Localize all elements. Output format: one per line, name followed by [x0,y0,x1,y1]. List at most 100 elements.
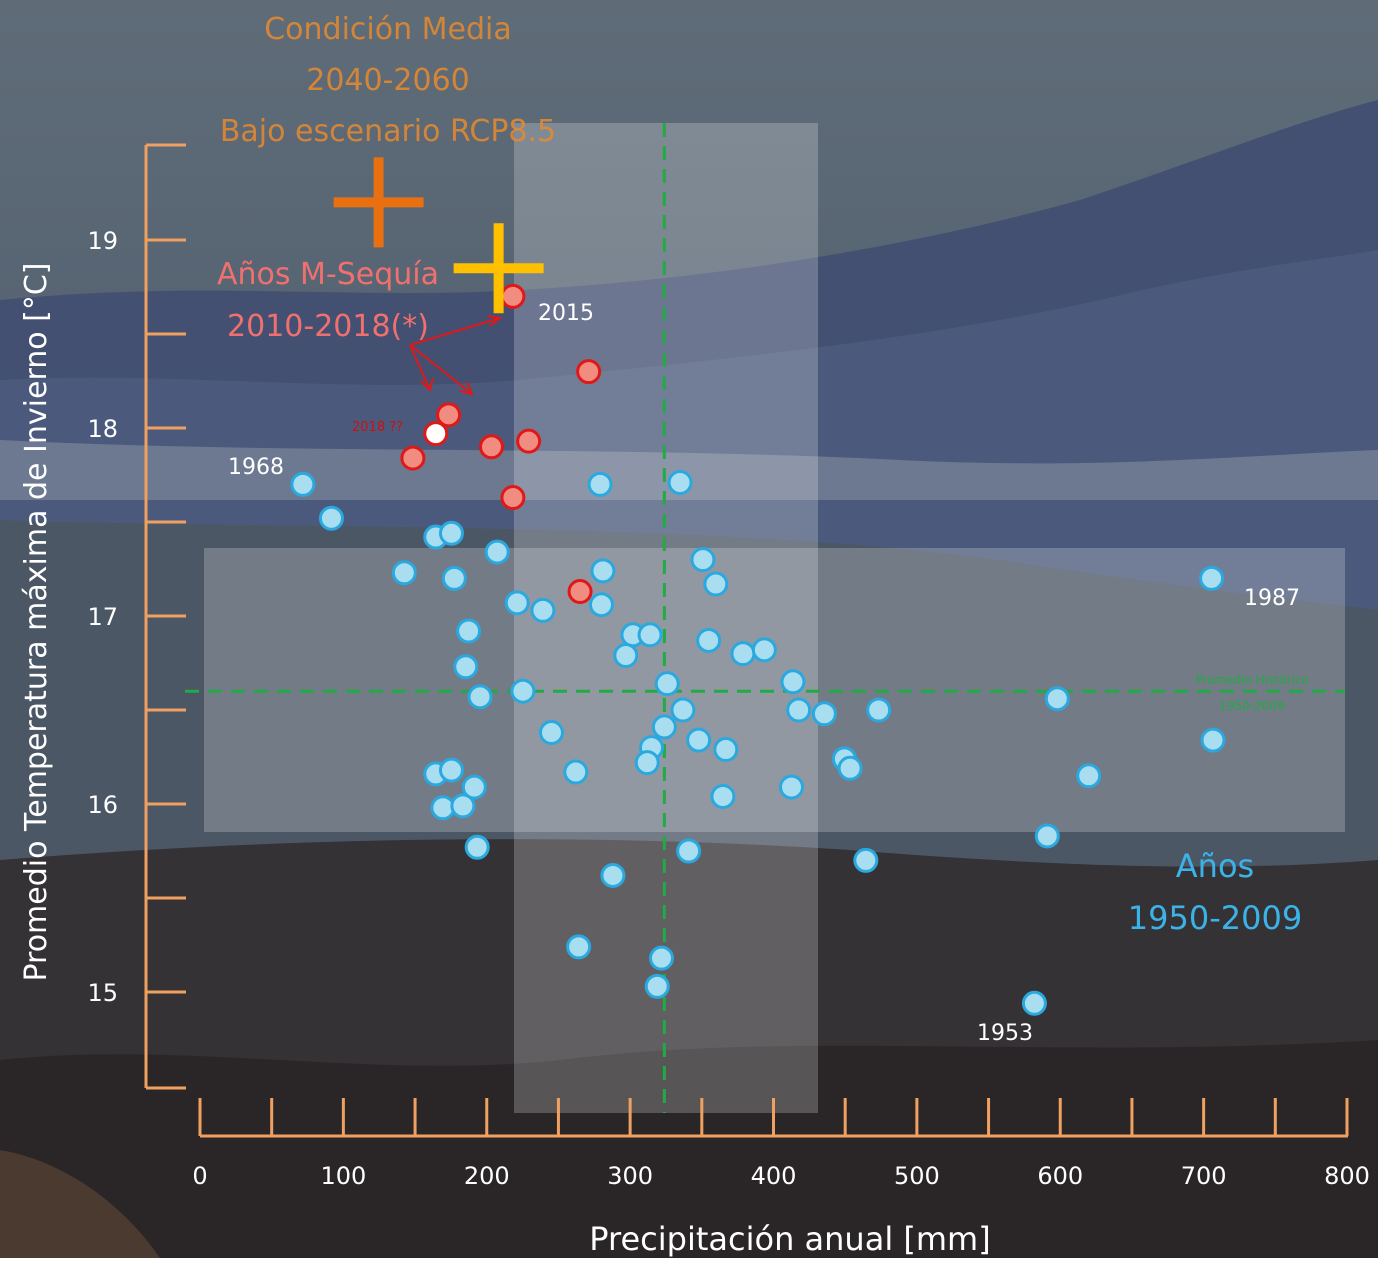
drought-title-line1: Años M-Sequía [217,257,439,292]
data-points [290,283,1226,1016]
historic-point [779,774,805,800]
scenario-markers [333,157,544,314]
x-tick-label: 400 [751,1162,797,1190]
drought-title-line2: 2010-2018(*) [227,309,429,344]
historic-point [634,750,660,776]
historic-point [686,727,712,753]
historic-point [438,757,464,783]
x-tick-label: 500 [894,1162,940,1190]
label-2018: 2018 ?? [352,420,403,435]
historic-point [438,520,464,546]
historic-point [464,834,490,860]
scenario-title-line2: 2040-2060 [306,63,470,98]
historic-point [613,642,639,668]
historic-point [566,934,592,960]
label-1953: 1953 [977,1021,1033,1046]
y-tick-label: 18 [87,415,118,443]
historic-point [676,838,702,864]
drought-point [400,445,426,471]
historic-point [811,701,837,727]
historic-point [530,597,556,623]
historic-point [1021,990,1047,1016]
label-1987: 1987 [1244,586,1300,611]
yellow-scenario-cross [453,223,544,314]
annotations: Condición Media 2040-2060 Bajo escenario… [217,12,1309,1046]
historic-point [667,470,693,496]
historic-title-line1: Años [1176,847,1254,885]
drought-point [567,579,593,605]
historic-point [600,862,626,888]
historic-point [587,471,613,497]
historic-point [391,560,417,586]
y-tick-label: 16 [87,791,118,819]
historic-point [588,592,614,618]
orange-scenario-cross [333,157,424,248]
historic-point [1044,686,1070,712]
label-2015: 2015 [538,301,594,326]
axes: 15 16 17 18 19 0 100 200 300 400 500 600 700 800 [87,143,1370,1190]
historic-point [703,571,729,597]
x-tick-label: 800 [1324,1162,1370,1190]
historic-point [441,565,467,591]
historic-point [637,622,663,648]
label-1968: 1968 [228,455,284,480]
historic-point [450,793,476,819]
drought-point [436,402,462,428]
historic-point [866,697,892,723]
historic-point [290,471,316,497]
historic-point [467,684,493,710]
historic-point [786,697,812,723]
historic-point [654,671,680,697]
reference-label-line2: 1950-2009 [1219,699,1284,713]
historic-point [318,505,344,531]
drought-point [500,283,526,309]
historic-point [538,720,564,746]
historic-point [590,558,616,584]
x-tick-label: 700 [1181,1162,1227,1190]
historic-point [456,618,482,644]
historic-point [713,736,739,762]
historic-point [696,627,722,653]
drought-point [516,428,542,454]
x-tick-label: 0 [192,1162,207,1190]
historic-point [1034,823,1060,849]
historic-point [510,678,536,704]
reference-label-line1: Promedio Histórico [1195,673,1308,687]
historic-point [563,759,589,785]
historic-title-line2: 1950-2009 [1128,899,1302,937]
y-axis-title: Promedio Temperatura máxima de Invierno … [19,262,54,981]
reference-lines [185,123,1345,1113]
historic-point [1200,727,1226,753]
historic-point [453,654,479,680]
historic-point [504,590,530,616]
drought-point [576,359,602,385]
x-tick-label: 100 [320,1162,366,1190]
drought-arrows [409,315,503,396]
scenario-title-line3: Bajo escenario RCP8.5 [220,114,556,149]
historic-point [853,847,879,873]
x-tick-label: 600 [1037,1162,1083,1190]
historic-point [461,774,487,800]
point-2018 [423,421,449,447]
historic-point [1199,565,1225,591]
historic-point [837,755,863,781]
historic-point [730,641,756,667]
historic-point [751,637,777,663]
historic-point [1076,763,1102,789]
historic-point [484,539,510,565]
x-axis-title: Precipitación anual [mm] [589,1220,990,1258]
x-tick-label: 300 [607,1162,653,1190]
historic-point [644,973,670,999]
y-tick-label: 17 [87,603,118,631]
x-tick-label: 200 [464,1162,510,1190]
historic-point [690,547,716,573]
historic-point [670,697,696,723]
historic-point [780,669,806,695]
y-tick-label: 19 [87,227,118,255]
historic-point [649,945,675,971]
drought-point [478,434,504,460]
historic-point [651,714,677,740]
